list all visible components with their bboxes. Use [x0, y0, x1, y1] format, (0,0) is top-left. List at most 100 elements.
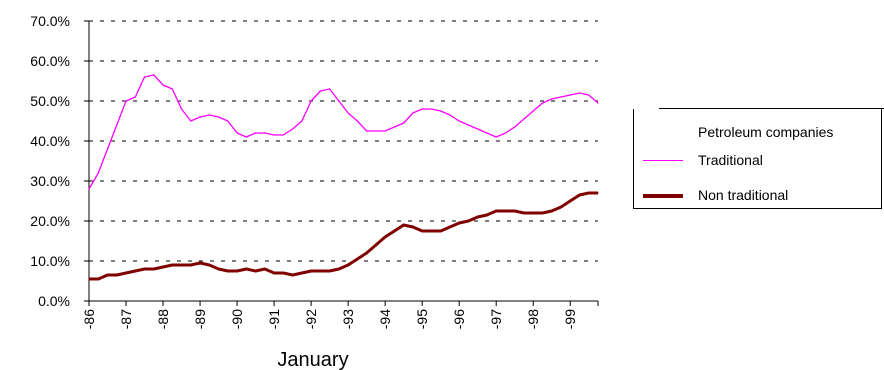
- data-point-non-traditional: [273, 272, 275, 274]
- data-point-non-traditional: [162, 266, 164, 268]
- data-point-traditional: [153, 74, 155, 76]
- data-point-traditional: [319, 90, 321, 92]
- x-tick-label: -99: [562, 309, 578, 329]
- data-point-traditional: [569, 94, 571, 96]
- data-point-non-traditional: [301, 272, 303, 274]
- data-point-non-traditional: [504, 210, 507, 212]
- y-tick-label: 50.0%: [30, 93, 70, 109]
- data-point-traditional: [551, 98, 553, 100]
- data-point-traditional: [88, 188, 90, 190]
- axes: [84, 20, 599, 306]
- data-point-non-traditional: [514, 210, 516, 212]
- data-point-traditional: [430, 108, 433, 110]
- x-axis-label: January: [277, 349, 348, 370]
- data-point-non-traditional: [588, 192, 590, 194]
- data-point-traditional: [384, 130, 386, 132]
- data-point-traditional: [421, 108, 423, 110]
- data-point-non-traditional: [116, 274, 118, 276]
- x-tick-label: -95: [414, 309, 430, 329]
- data-point-non-traditional: [597, 192, 599, 194]
- data-point-traditional: [134, 96, 136, 98]
- data-point-traditional: [162, 84, 164, 86]
- data-point-traditional: [282, 134, 284, 136]
- data-point-non-traditional: [477, 216, 479, 218]
- data-point-non-traditional: [449, 226, 451, 228]
- data-point-traditional: [116, 124, 118, 126]
- data-point-non-traditional: [347, 264, 349, 266]
- data-point-traditional: [217, 116, 220, 118]
- legend-label-non-traditional: Non traditional: [698, 187, 789, 203]
- data-point-traditional: [125, 100, 127, 102]
- data-point-non-traditional: [412, 226, 414, 228]
- data-point-traditional: [560, 96, 562, 98]
- data-point-traditional: [578, 92, 581, 94]
- data-point-non-traditional: [180, 264, 183, 266]
- series-line-non-traditional: [89, 191, 598, 281]
- data-point-traditional: [467, 124, 470, 126]
- data-point-non-traditional: [227, 270, 229, 272]
- legend: [633, 109, 882, 209]
- data-point-non-traditional: [264, 268, 266, 270]
- data-point-traditional: [254, 132, 257, 134]
- x-tick-label: -86: [81, 309, 97, 329]
- data-point-non-traditional: [319, 270, 321, 272]
- data-point-traditional: [356, 120, 358, 122]
- x-tick-label: -91: [266, 309, 282, 329]
- data-point-traditional: [227, 120, 229, 122]
- x-tick-labels: -86 -87 -88 -89 -90 -91 -92 -93 -94 -95 -96 -97 -98 -…: [81, 309, 578, 329]
- data-point-traditional: [523, 118, 525, 120]
- data-point-traditional: [375, 130, 377, 132]
- data-point-traditional: [245, 136, 247, 138]
- data-point-non-traditional: [310, 270, 312, 272]
- y-tick-label: 40.0%: [30, 133, 70, 149]
- data-point-non-traditional: [430, 230, 433, 232]
- data-point-non-traditional: [541, 212, 544, 214]
- y-tick-labels: 0.0% 10.0% 20.0% 30.0% 40.0% 50.0% 60.0% 70.0%: [30, 13, 70, 309]
- data-point-non-traditional: [245, 268, 247, 270]
- data-point-non-traditional: [356, 258, 358, 260]
- data-point-non-traditional: [375, 244, 377, 246]
- data-point-traditional: [208, 114, 210, 116]
- data-point-traditional: [292, 128, 294, 130]
- data-point-traditional: [143, 76, 146, 78]
- data-point-traditional: [366, 130, 368, 132]
- y-tick-label: 30.0%: [30, 173, 70, 189]
- data-point-traditional: [486, 132, 488, 134]
- data-point-non-traditional: [578, 194, 581, 196]
- x-tick-label: -89: [192, 309, 208, 329]
- data-point-traditional: [588, 94, 590, 96]
- data-point-non-traditional: [458, 222, 460, 224]
- legend-swatch-non-traditional: [643, 194, 683, 198]
- x-tick-label: -98: [525, 309, 541, 329]
- data-point-non-traditional: [292, 274, 294, 276]
- data-point-traditional: [171, 88, 173, 90]
- data-point-traditional: [97, 172, 99, 174]
- data-point-non-traditional: [217, 268, 220, 270]
- x-tick-label: -87: [118, 309, 134, 329]
- data-point-traditional: [190, 120, 192, 122]
- data-point-non-traditional: [569, 200, 571, 202]
- x-tick-label: -96: [451, 309, 467, 329]
- data-point-traditional: [458, 120, 460, 122]
- data-point-non-traditional: [208, 264, 210, 266]
- data-point-non-traditional: [532, 212, 534, 214]
- data-point-non-traditional: [384, 236, 386, 238]
- data-point-non-traditional: [143, 268, 146, 270]
- data-point-non-traditional: [551, 210, 553, 212]
- series-line-traditional: [88, 74, 599, 190]
- data-point-non-traditional: [88, 278, 90, 280]
- data-point-non-traditional: [421, 230, 423, 232]
- data-point-non-traditional: [393, 230, 395, 232]
- data-point-non-traditional: [171, 264, 173, 266]
- x-tick-label: -88: [155, 309, 171, 329]
- data-point-traditional: [477, 128, 479, 130]
- y-tick-label: 20.0%: [30, 213, 70, 229]
- data-point-traditional: [504, 132, 507, 134]
- data-point-traditional: [180, 108, 183, 110]
- data-point-non-traditional: [282, 272, 284, 274]
- data-point-non-traditional: [153, 268, 155, 270]
- y-tick-label: 70.0%: [30, 13, 70, 29]
- legend-top-border: [659, 108, 884, 109]
- data-point-non-traditional: [125, 272, 127, 274]
